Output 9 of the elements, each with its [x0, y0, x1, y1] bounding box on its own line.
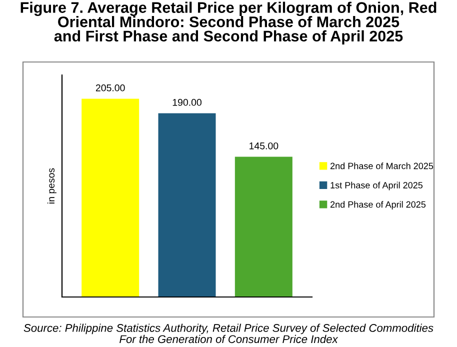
data-label: 145.00 — [250, 142, 278, 150]
legend-label: 2nd Phase of March 2025 — [330, 162, 434, 170]
data-label: 205.00 — [96, 84, 125, 92]
data-label: 190.00 — [172, 98, 202, 106]
source-note: Source: Philippine Statistics Authority, Retail Price Survey of Selected Commodities For the Generation of Consumer Price Index — [24, 324, 434, 344]
legend-label: 2nd Phase of April 2025 — [330, 201, 426, 210]
y-axis-title: in pesos — [47, 168, 56, 204]
legend-label: 1st Phase of April 2025 — [330, 182, 423, 190]
chart-title: Figure 7. Average Retail Price per Kilogram of Onion, Red Oriental Mindoro: Second Phase of March 2025 and First Phase and Second Phase of April 2025 — [20, 2, 436, 45]
